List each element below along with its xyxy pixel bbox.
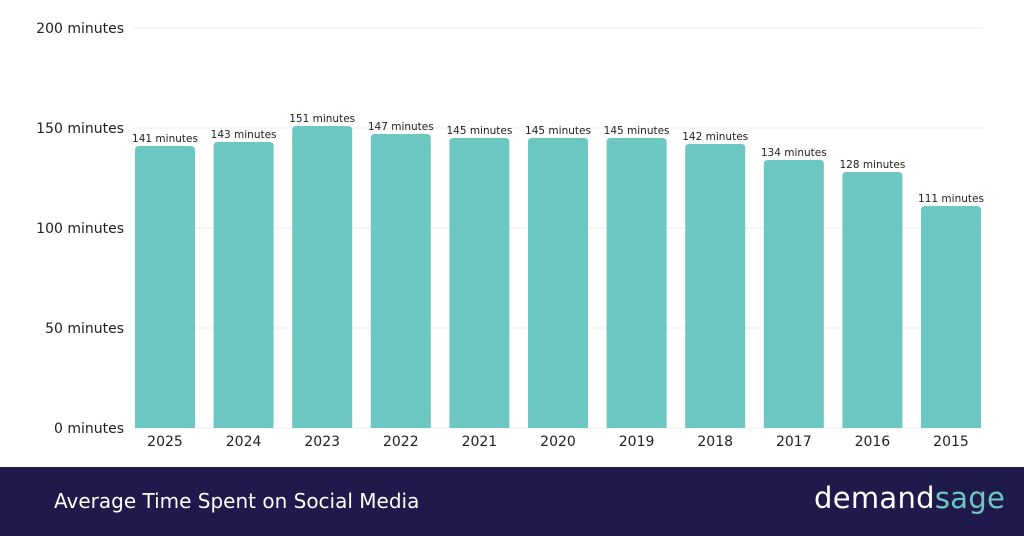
x-tick-label: 2021 [462,434,498,450]
footer: Average Time Spent on Social Media deman… [0,467,1024,536]
x-tick-label: 2019 [619,434,655,450]
bar-2015 [921,206,981,428]
bar-2024 [213,142,274,428]
bar-2019 [606,138,667,428]
data-label: 145 minutes [604,125,670,137]
data-label: 134 minutes [761,147,827,159]
data-label: 142 minutes [682,131,748,143]
x-tick-label: 2016 [855,434,891,450]
x-tick-label: 2018 [697,434,733,450]
y-tick-label: 100 minutes [36,221,124,237]
x-tick-label: 2020 [540,434,576,450]
bar-2025 [135,146,195,428]
data-label: 145 minutes [525,125,591,137]
data-label: 147 minutes [368,121,434,133]
chart-title: Average Time Spent on Social Media [54,489,420,513]
data-label: 141 minutes [132,133,198,145]
bar-2017 [763,160,824,428]
bar-2022 [370,134,431,428]
y-tick-label: 200 minutes [36,21,124,37]
y-tick-label: 50 minutes [45,321,124,337]
x-tick-label: 2024 [226,434,262,450]
bar-2016 [842,172,903,428]
x-tick-label: 2022 [383,434,419,450]
x-tick-label: 2025 [147,434,183,450]
y-tick-label: 0 minutes [54,421,124,437]
bar-2018 [685,144,746,428]
demandsage-logo: demandsage [814,481,1006,515]
x-tick-label: 2023 [304,434,340,450]
bar-2023 [292,126,353,428]
y-tick-label: 150 minutes [36,121,124,137]
data-label: 111 minutes [918,193,984,205]
bar-2021 [449,138,510,428]
x-tick-label: 2015 [933,434,969,450]
data-label: 145 minutes [446,125,512,137]
bar-2020 [528,138,588,428]
x-tick-label: 2017 [776,434,812,450]
data-label: 151 minutes [289,113,355,125]
data-label: 143 minutes [211,129,277,141]
bar-chart: 0 minutes 50 minutes 100 minutes 150 minute… [36,21,984,450]
data-label: 128 minutes [839,159,905,171]
